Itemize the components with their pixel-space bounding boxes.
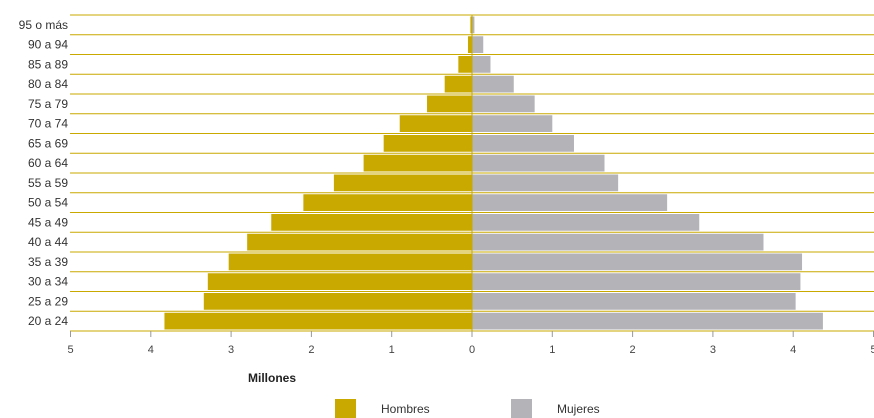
bar-hombres [207, 273, 473, 290]
x-tick-label: 0 [469, 344, 475, 356]
x-axis-label: Millones [248, 371, 296, 385]
category-label: 65 a 69 [28, 136, 68, 150]
bar-mujeres [472, 135, 574, 152]
bar-mujeres [472, 214, 700, 231]
bar-hombres [399, 115, 472, 132]
category-label: 45 a 49 [28, 215, 68, 229]
x-tick-label: 3 [228, 344, 234, 356]
x-tick-label: 5 [870, 344, 874, 356]
bar-mujeres [472, 56, 491, 73]
bars [164, 16, 823, 330]
bar-mujeres [472, 174, 619, 192]
bar-mujeres [472, 233, 764, 251]
bar-hombres [427, 95, 472, 113]
x-tick-label: 3 [710, 344, 716, 356]
legend-label: Mujeres [557, 402, 600, 416]
bar-hombres [333, 174, 472, 192]
bar-mujeres [472, 293, 796, 310]
category-label: 60 a 64 [28, 156, 68, 170]
bar-mujeres [472, 154, 605, 172]
bar-mujeres [472, 95, 535, 113]
category-label: 75 a 79 [28, 97, 68, 111]
bar-mujeres [472, 16, 475, 34]
bar-mujeres [472, 312, 823, 330]
bar-hombres [363, 154, 472, 172]
legend-swatch [511, 399, 532, 418]
bar-mujeres [472, 75, 514, 93]
x-tick-label: 4 [148, 344, 154, 356]
category-labels: 95 o más 90 a 94 85 a 89 80 a 84 75 a 79 70 a… [19, 18, 69, 328]
x-tick-label: 2 [308, 344, 314, 356]
x-axis: 5 4 3 2 1 0 1 2 3 4 5 [67, 331, 874, 356]
x-tick-label: 1 [549, 344, 555, 356]
category-label: 25 a 29 [28, 294, 68, 308]
category-label: 80 a 84 [28, 77, 68, 91]
bar-hombres [247, 233, 472, 251]
category-label: 35 a 39 [28, 255, 68, 269]
bar-hombres [271, 214, 472, 231]
bar-mujeres [472, 36, 484, 53]
bar-hombres [303, 194, 472, 211]
bar-hombres [383, 135, 472, 152]
category-label: 70 a 74 [28, 117, 68, 131]
category-label: 90 a 94 [28, 38, 68, 52]
category-label: 85 a 89 [28, 57, 68, 71]
bar-mujeres [472, 194, 668, 211]
bar-hombres [164, 312, 473, 330]
bar-hombres [467, 36, 472, 53]
category-label: 50 a 54 [28, 196, 68, 210]
bar-mujeres [472, 253, 803, 271]
bar-hombres [458, 56, 472, 73]
category-label: 20 a 24 [28, 314, 68, 328]
category-label: 55 a 59 [28, 176, 68, 190]
legend-swatch [335, 399, 356, 418]
bar-hombres [203, 293, 472, 310]
x-tick-label: 2 [630, 344, 636, 356]
bar-mujeres [472, 273, 801, 290]
x-tick-label: 4 [790, 344, 796, 356]
legend-label: Hombres [381, 402, 430, 416]
category-label: 40 a 44 [28, 235, 68, 249]
bar-hombres [470, 16, 472, 34]
bar-mujeres [472, 115, 553, 132]
x-tick-label: 5 [67, 344, 73, 356]
bar-hombres [228, 253, 472, 271]
category-label: 30 a 34 [28, 275, 68, 289]
x-tick-label: 1 [389, 344, 395, 356]
legend: Hombres Mujeres [335, 399, 600, 418]
category-label: 95 o más [19, 18, 68, 32]
bar-hombres [444, 75, 472, 93]
